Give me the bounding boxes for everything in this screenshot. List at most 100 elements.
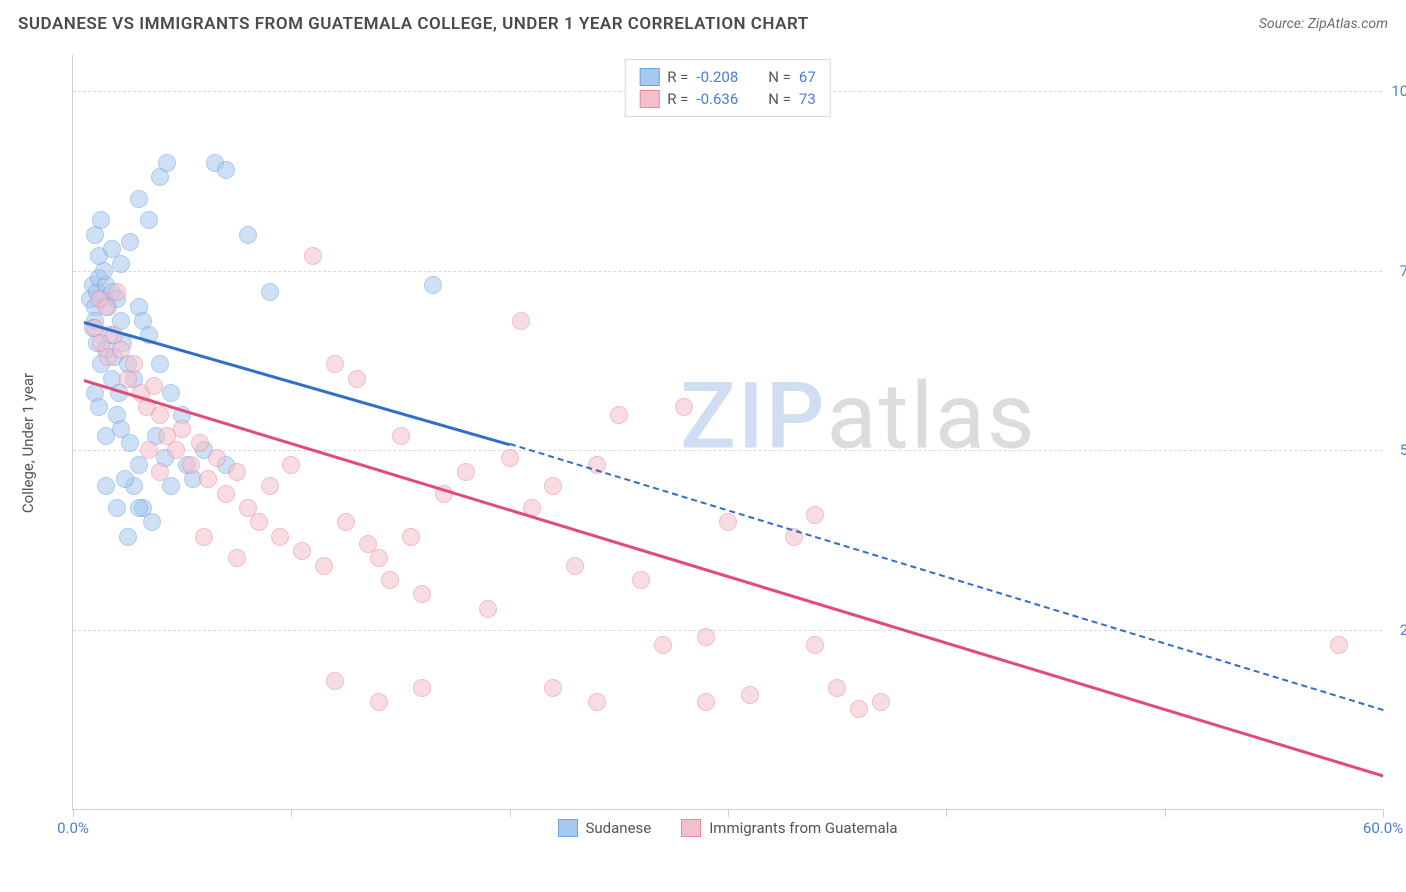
scatter-point <box>97 477 115 495</box>
source-attribution: Source: ZipAtlas.com <box>1259 16 1388 32</box>
legend-swatch <box>557 819 577 837</box>
scatter-point <box>293 542 311 560</box>
scatter-point <box>167 441 185 459</box>
x-tick <box>73 809 74 817</box>
scatter-point <box>675 398 693 416</box>
scatter-point <box>108 499 126 517</box>
scatter-point <box>806 506 824 524</box>
y-tick-label: 75.0% <box>1400 262 1406 280</box>
y-tick-label: 25.0% <box>1400 621 1406 639</box>
scatter-point <box>479 600 497 618</box>
scatter-point <box>326 355 344 373</box>
legend-swatch <box>681 819 701 837</box>
x-tick <box>1165 809 1166 817</box>
scatter-point <box>610 406 628 424</box>
scatter-point <box>588 693 606 711</box>
scatter-point <box>217 485 235 503</box>
scatter-point <box>348 370 366 388</box>
y-tick-label: 100.0% <box>1391 82 1406 100</box>
scatter-point <box>413 679 431 697</box>
scatter-point <box>140 211 158 229</box>
scatter-point <box>457 463 475 481</box>
stat-n-value: 73 <box>799 90 816 108</box>
scatter-point <box>424 276 442 294</box>
plot-region: ZIPatlas R = -0.208 N = 67 R = -0.636N = 7… <box>72 55 1382 810</box>
scatter-point <box>872 693 890 711</box>
scatter-point <box>162 477 180 495</box>
scatter-point <box>282 456 300 474</box>
scatter-point <box>337 513 355 531</box>
scatter-point <box>173 420 191 438</box>
x-tick-label: 60.0% <box>1363 819 1403 837</box>
stat-r-label: R = <box>667 90 688 108</box>
scatter-point <box>392 427 410 445</box>
scatter-point <box>119 528 137 546</box>
gridline-h <box>73 450 1382 451</box>
scatter-point <box>719 513 737 531</box>
legend-swatch <box>639 90 659 108</box>
scatter-point <box>112 255 130 273</box>
scatter-point <box>654 636 672 654</box>
scatter-point <box>182 456 200 474</box>
scatter-point <box>140 441 158 459</box>
scatter-point <box>501 449 519 467</box>
series-legend-label: Sudanese <box>585 819 651 837</box>
scatter-point <box>162 384 180 402</box>
scatter-point <box>261 477 279 495</box>
chart-area: College, Under 1 year ZIPatlas R = -0.20… <box>50 55 1390 830</box>
scatter-point <box>217 161 235 179</box>
scatter-point <box>370 549 388 567</box>
scatter-point <box>90 398 108 416</box>
scatter-point <box>413 585 431 603</box>
scatter-point <box>158 154 176 172</box>
scatter-point <box>544 679 562 697</box>
scatter-point <box>741 686 759 704</box>
scatter-point <box>850 700 868 718</box>
scatter-point <box>112 341 130 359</box>
scatter-point <box>143 513 161 531</box>
scatter-point <box>828 679 846 697</box>
series-legend-item: Sudanese <box>557 819 651 837</box>
scatter-point <box>145 377 163 395</box>
scatter-point <box>697 693 715 711</box>
scatter-point <box>151 463 169 481</box>
scatter-point <box>697 628 715 646</box>
scatter-point <box>381 571 399 589</box>
scatter-point <box>566 557 584 575</box>
scatter-point <box>402 528 420 546</box>
gridline-h <box>73 630 1382 631</box>
y-axis-label: College, Under 1 year <box>19 372 37 512</box>
scatter-point <box>632 571 650 589</box>
y-tick-label: 50.0% <box>1400 441 1406 459</box>
stat-n-value: 67 <box>799 68 816 86</box>
stat-r-label: R = <box>667 68 688 86</box>
scatter-point <box>271 528 289 546</box>
series-legend: Sudanese Immigrants from Guatemala <box>557 819 897 837</box>
scatter-point <box>239 226 257 244</box>
x-tick <box>510 809 511 817</box>
scatter-point <box>261 283 279 301</box>
scatter-point <box>315 557 333 575</box>
scatter-point <box>195 528 213 546</box>
watermark: ZIPatlas <box>680 363 1036 470</box>
series-legend-label: Immigrants from Guatemala <box>709 819 897 837</box>
stat-n-label: N = <box>768 68 791 86</box>
stats-legend-row: R = -0.636N = 73 <box>639 88 816 110</box>
scatter-point <box>512 312 530 330</box>
scatter-point <box>806 636 824 654</box>
stat-r-value: -0.208 <box>696 68 738 86</box>
scatter-point <box>125 355 143 373</box>
trend-line <box>84 379 1384 777</box>
scatter-point <box>97 427 115 445</box>
scatter-point <box>108 283 126 301</box>
scatter-point <box>1330 636 1348 654</box>
stat-r-value: -0.636 <box>696 90 738 108</box>
x-tick <box>946 809 947 817</box>
stats-legend: R = -0.208 N = 67 R = -0.636N = 73 <box>624 59 831 117</box>
scatter-point <box>370 693 388 711</box>
scatter-point <box>151 406 169 424</box>
scatter-point <box>121 434 139 452</box>
x-tick-label: 0.0% <box>57 819 89 837</box>
scatter-point <box>95 262 113 280</box>
scatter-point <box>228 549 246 567</box>
